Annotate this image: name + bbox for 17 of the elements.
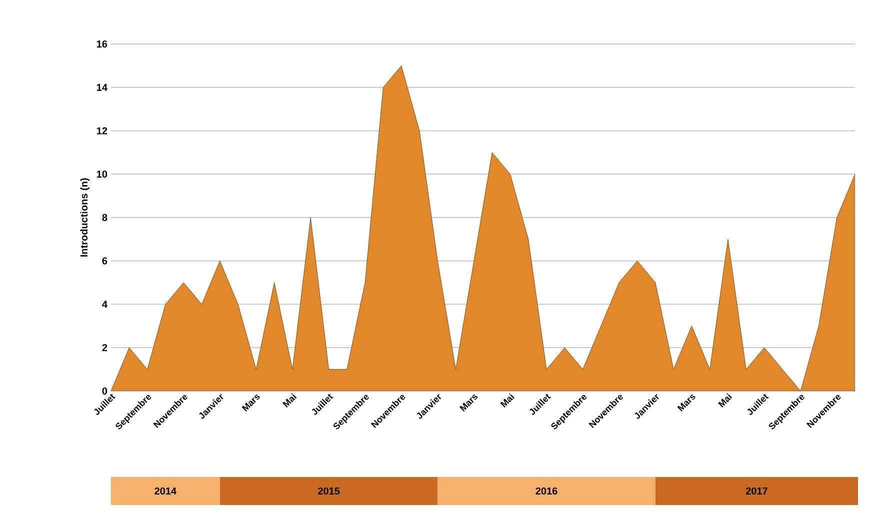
text: 2015 [318,487,340,495]
y-axis-title: Introductions (n) [80,178,90,257]
y-tick-label: 4 [102,300,108,308]
text: 2014 [154,487,176,495]
x-tick-label: Mai [500,393,514,408]
y-tick-label: 10 [96,170,108,178]
y-tick-label: 6 [102,257,108,264]
text: 2017 [746,487,768,495]
y-tick-label: 8 [102,214,108,222]
text: 2016 [536,487,558,495]
x-tick-label: Mai [718,393,732,408]
y-tick-label: 14 [96,84,108,91]
y-tick-label: 0 [102,387,108,395]
y-tick-label: 16 [96,40,108,48]
y-tick-label: 2 [102,344,108,352]
y-tick-label: 12 [96,127,108,134]
x-tick-label: Mai [282,393,297,408]
